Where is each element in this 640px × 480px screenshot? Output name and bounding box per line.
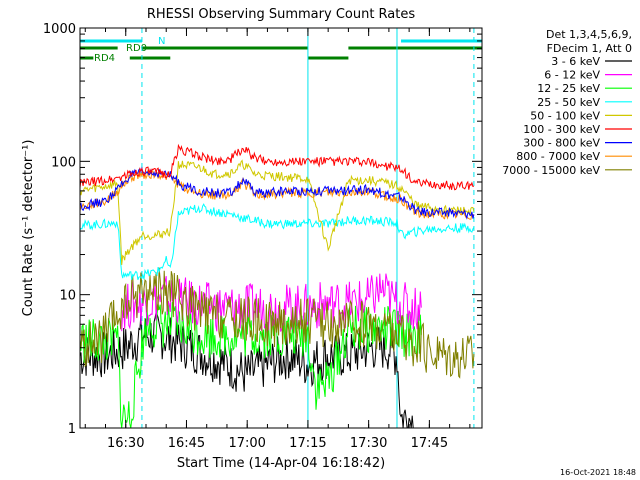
legend: Det 1,3,4,5,6,9, FDecim 1, Att 0 3 - 6 k… (502, 28, 632, 177)
y-tick-label: 1 (68, 422, 76, 437)
legend-entry-label: 300 - 800 keV (523, 137, 600, 150)
legend-entry-label: 3 - 6 keV (551, 55, 600, 68)
x-tick-label: 16:45 (168, 436, 205, 451)
plot-frame (79, 27, 483, 429)
flag-bars: N RD0 RD4 (80, 36, 482, 64)
y-axis-label: Count Rate (s⁻¹ detector⁻¹) (21, 140, 36, 317)
x-axis-label: Start Time (14-Apr-04 16:18:42) (177, 456, 385, 471)
legend-entry-label: 7000 - 15000 keV (502, 164, 600, 177)
legend-entry-label: 50 - 100 keV (530, 109, 600, 122)
legend-entry-label: 6 - 12 keV (544, 69, 600, 82)
legend-header-decimation: FDecim 1, Att 0 (547, 42, 632, 55)
x-axis-ticks: 16:30 16:45 17:00 17:15 17:30 17:45 (84, 28, 471, 451)
y-tick-label: 10 (59, 289, 76, 304)
legend-entry-label: 800 - 7000 keV (516, 150, 600, 163)
y-axis-ticks: 1 10 100 1000 (43, 22, 482, 437)
legend-entry-label: 25 - 50 keV (537, 96, 600, 109)
flag-label-rd0: RD0 (126, 43, 147, 54)
x-tick-label: 17:15 (289, 436, 326, 451)
series-layer (79, 143, 475, 429)
legend-header-detectors: Det 1,3,4,5,6,9, (546, 28, 632, 41)
chart-title: RHESSI Observing Summary Count Rates (147, 7, 416, 22)
flag-label-n: N (158, 36, 165, 47)
y-tick-label: 1000 (43, 22, 76, 37)
series-line-4 (79, 159, 475, 265)
x-tick-label: 16:30 (107, 436, 144, 451)
series-line-1 (121, 273, 422, 332)
footer-timestamp: 16-Oct-2021 18:48 (560, 468, 636, 477)
series-line-8 (79, 267, 475, 379)
legend-entry-label: 12 - 25 keV (537, 82, 600, 95)
legend-entry-label: 100 - 300 keV (523, 123, 600, 136)
x-tick-label: 17:45 (411, 436, 448, 451)
series-line-5 (79, 143, 474, 191)
x-tick-label: 17:30 (350, 436, 387, 451)
flag-label-rd4: RD4 (94, 53, 115, 64)
x-tick-label: 17:00 (228, 436, 265, 451)
series-line-0 (79, 310, 418, 429)
series-line-3 (79, 203, 475, 280)
y-tick-label: 100 (51, 155, 76, 170)
series-line-6 (79, 166, 475, 220)
